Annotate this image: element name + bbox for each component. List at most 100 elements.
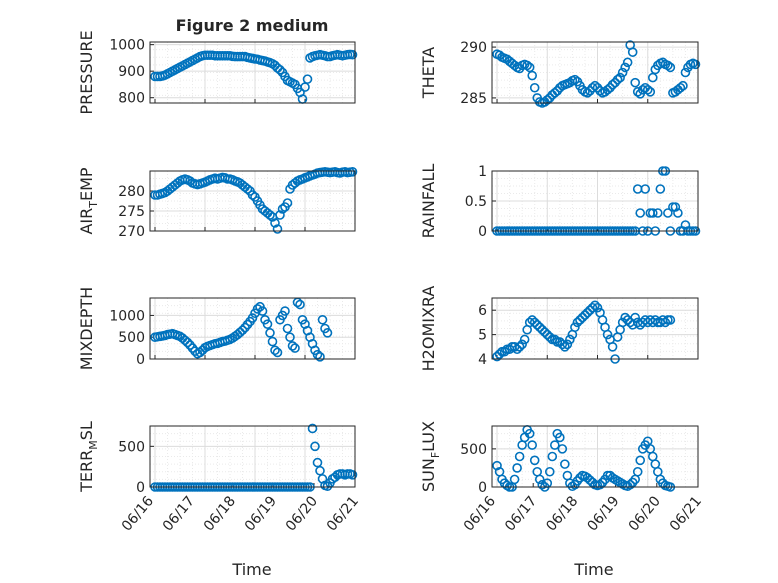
data-point bbox=[607, 79, 618, 90]
data-point bbox=[270, 218, 280, 228]
data-point bbox=[492, 460, 502, 471]
data-point bbox=[290, 343, 300, 353]
data-point bbox=[627, 47, 638, 57]
data-point bbox=[235, 327, 245, 338]
data-point bbox=[494, 349, 505, 359]
data-point bbox=[630, 312, 640, 323]
data-point bbox=[645, 87, 656, 97]
data-point bbox=[265, 210, 275, 220]
data-point bbox=[555, 432, 565, 443]
data-point bbox=[267, 336, 278, 347]
y-axis-label: TERRMSL bbox=[77, 421, 100, 493]
data-point bbox=[315, 352, 325, 362]
data-point bbox=[522, 60, 532, 71]
data-point bbox=[310, 441, 320, 452]
data-point bbox=[542, 95, 553, 105]
data-point bbox=[492, 351, 502, 362]
data-point bbox=[509, 474, 520, 485]
data-point bbox=[537, 324, 548, 335]
data-point bbox=[272, 347, 283, 358]
data-point bbox=[512, 344, 522, 355]
data-point bbox=[565, 334, 575, 345]
data-point bbox=[534, 322, 545, 333]
data-point bbox=[678, 80, 688, 91]
y-tick-label: 900 bbox=[118, 64, 145, 80]
y-axis-label: PRESSURE bbox=[77, 30, 96, 114]
data-point bbox=[560, 459, 570, 469]
data-point bbox=[555, 82, 565, 93]
data-point bbox=[647, 72, 658, 83]
data-point bbox=[602, 84, 613, 95]
data-point bbox=[612, 74, 623, 85]
data-point bbox=[514, 341, 525, 352]
y-tick-label: 4 bbox=[478, 352, 487, 368]
data-point bbox=[690, 59, 701, 70]
data-point bbox=[615, 72, 625, 83]
data-point bbox=[572, 317, 583, 328]
axes-box bbox=[149, 425, 356, 488]
data-point bbox=[514, 451, 525, 462]
axes-box bbox=[491, 170, 699, 232]
data-point bbox=[539, 327, 550, 337]
data-point bbox=[670, 202, 681, 212]
data-point bbox=[570, 322, 580, 333]
data-point bbox=[617, 67, 628, 78]
x-axis-label-right: Time bbox=[573, 560, 613, 579]
axes-box bbox=[491, 297, 699, 360]
data-point bbox=[237, 325, 248, 336]
data-point bbox=[582, 88, 593, 98]
data-point bbox=[582, 307, 593, 318]
data-point bbox=[317, 314, 328, 325]
data-point bbox=[622, 57, 633, 68]
subplot-h2omixra: 4 5 6 H2OMIXRA bbox=[419, 286, 699, 371]
data-point bbox=[537, 479, 548, 490]
data-point bbox=[632, 87, 643, 97]
data-point bbox=[590, 80, 600, 91]
data-point bbox=[592, 302, 603, 313]
data-point bbox=[519, 334, 530, 345]
data-point bbox=[282, 323, 293, 334]
data-point bbox=[512, 463, 522, 473]
data-point bbox=[663, 60, 673, 71]
subplot-mixdepth: 0 500 1000 MIXDEPTH bbox=[77, 287, 356, 370]
y-tick-label: 1000 bbox=[109, 38, 145, 54]
data-point bbox=[680, 220, 691, 230]
data-point bbox=[663, 208, 673, 218]
y-tick-label: 500 bbox=[118, 439, 145, 455]
data-point bbox=[658, 57, 668, 68]
y-axis-label: MIXDEPTH bbox=[77, 287, 96, 370]
data-point bbox=[195, 347, 205, 358]
data-point bbox=[180, 335, 190, 346]
data-point bbox=[642, 84, 653, 95]
y-tick-label: 0 bbox=[136, 352, 145, 368]
y-tick-label: 285 bbox=[460, 91, 487, 107]
data-point bbox=[620, 312, 630, 323]
y-tick-label: 0 bbox=[478, 480, 487, 496]
axes-box bbox=[491, 425, 699, 488]
data-point bbox=[550, 88, 560, 98]
y-tick-label: 290 bbox=[460, 40, 487, 56]
data-point bbox=[529, 455, 540, 466]
data-point bbox=[544, 466, 555, 477]
subplot-theta: 285 290 THETA bbox=[419, 40, 701, 108]
x-axis-label-left: Time bbox=[231, 560, 271, 579]
data-point bbox=[527, 440, 537, 450]
data-point bbox=[655, 184, 666, 194]
y-tick-label: 6 bbox=[478, 303, 487, 319]
data-point bbox=[185, 176, 195, 186]
y-tick-label: 270 bbox=[118, 224, 145, 240]
data-point bbox=[587, 302, 598, 313]
data-point bbox=[595, 479, 605, 490]
data-point bbox=[270, 345, 280, 356]
data-point bbox=[547, 451, 558, 462]
data-point bbox=[673, 208, 683, 218]
figure-title: Figure 2 medium bbox=[176, 16, 329, 35]
data-point bbox=[577, 312, 588, 323]
data-point bbox=[247, 190, 258, 200]
data-point bbox=[635, 455, 646, 466]
data-point bbox=[315, 465, 325, 476]
data-point bbox=[665, 315, 676, 325]
data-point bbox=[285, 332, 295, 343]
y-axis-label: THETA bbox=[419, 47, 438, 99]
